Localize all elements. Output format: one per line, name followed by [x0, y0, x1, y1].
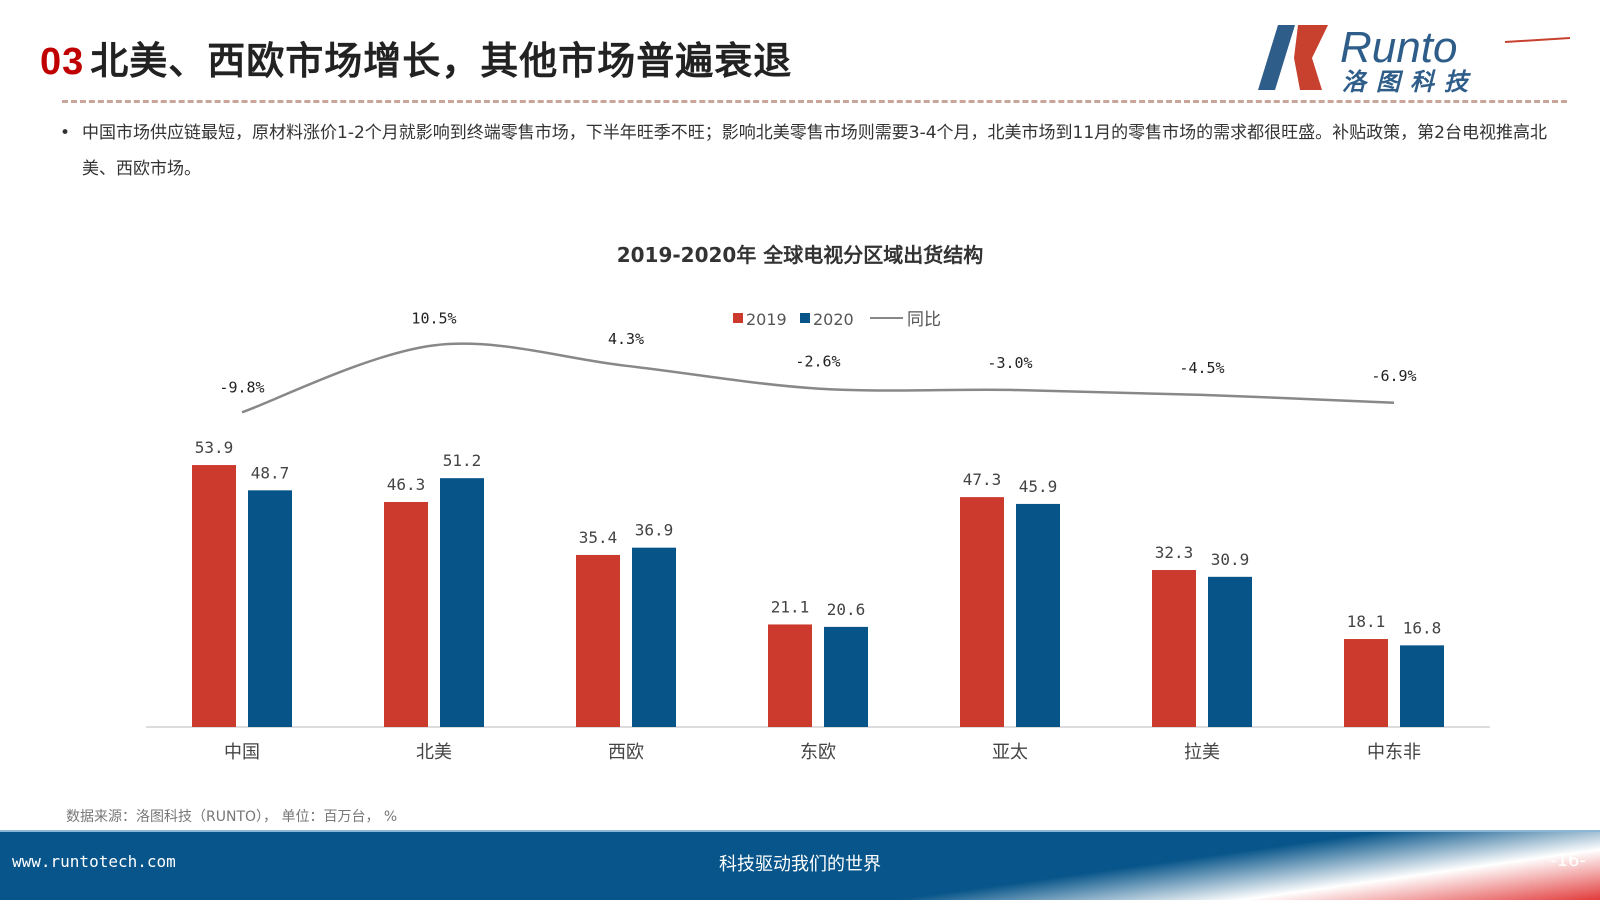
value-label: 30.9	[1211, 550, 1250, 569]
yoy-label: -6.9%	[1371, 367, 1416, 385]
svg-text:洛图科技: 洛图科技	[1342, 68, 1478, 95]
value-label: 45.9	[1019, 477, 1058, 496]
value-label: 36.9	[635, 521, 674, 540]
source-note: 数据来源：洛图科技（RUNTO）， 单位：百万台， %	[66, 809, 398, 825]
bar-2019-4	[960, 497, 1004, 727]
footer: www.runtotech.com 科技驱动我们的世界 -16-	[0, 830, 1600, 900]
value-label: 48.7	[251, 463, 290, 482]
legend-swatch-2019	[733, 313, 743, 323]
category-label: 西欧	[608, 742, 644, 763]
category-label: 东欧	[800, 742, 836, 763]
value-label: 47.3	[963, 470, 1002, 489]
category-label: 中东非	[1367, 742, 1421, 763]
category-label: 北美	[416, 742, 452, 763]
bar-2019-1	[384, 501, 428, 727]
bar-2019-6	[1344, 639, 1388, 727]
bar-2020-4	[1016, 503, 1060, 727]
bar-2020-5	[1208, 576, 1252, 727]
footer-url[interactable]: www.runtotech.com	[12, 852, 176, 871]
value-label: 32.3	[1155, 543, 1194, 562]
footer-slogan: 科技驱动我们的世界	[719, 854, 881, 875]
bar-2020-3	[824, 626, 868, 727]
legend-swatch-2020	[800, 313, 810, 323]
chart: 2019-2020年 全球电视分区域出货结构 2019 2020 同比 53.9…	[146, 243, 1490, 763]
bullet-text: 中国市场供应链最短，原材料涨价1-2个月就影响到终端零售市场，下半年旺季不旺；影…	[60, 115, 1560, 187]
legend: 2019 2020 同比	[733, 310, 941, 330]
yoy-label: -3.0%	[987, 354, 1032, 372]
yoy-label: -9.8%	[219, 378, 264, 396]
chart-title: 2019-2020年 全球电视分区域出货结构	[617, 243, 984, 267]
category-label: 亚太	[992, 742, 1028, 763]
runto-logo: Runto 洛图科技	[1258, 23, 1570, 95]
legend-label-yoy: 同比	[907, 310, 941, 330]
value-label: 53.9	[195, 438, 234, 457]
legend-label-2020: 2020	[813, 310, 854, 329]
bar-2019-3	[768, 624, 812, 727]
value-label: 21.1	[771, 597, 810, 616]
bar-2020-0	[248, 490, 292, 727]
svg-text:Runto: Runto	[1340, 23, 1457, 72]
bar-2019-5	[1152, 570, 1196, 727]
value-label: 20.6	[827, 600, 866, 619]
title-text: 北美、西欧市场增长，其他市场普遍衰退	[90, 39, 793, 83]
category-label: 拉美	[1184, 742, 1220, 763]
value-label: 51.2	[443, 451, 482, 470]
section-number: 03	[40, 41, 85, 83]
bar-2020-6	[1400, 645, 1444, 727]
yoy-label: 4.3%	[608, 330, 644, 348]
bar-2019-2	[576, 554, 620, 727]
yoy-line	[241, 342, 1395, 414]
yoy-label: 10.5%	[411, 309, 456, 327]
value-label: 46.3	[387, 475, 426, 494]
page-title: 03 北美、西欧市场增长，其他市场普遍衰退	[40, 30, 792, 85]
category-label: 中国	[224, 742, 260, 763]
header-divider	[62, 100, 1567, 103]
yoy-label: -2.6%	[795, 353, 840, 371]
page-number: -16-	[1550, 850, 1586, 871]
legend-label-2019: 2019	[746, 310, 787, 329]
footer-decoration	[800, 832, 1600, 900]
value-label: 16.8	[1403, 618, 1442, 637]
value-label: 35.4	[579, 528, 618, 547]
bar-2020-1	[440, 478, 484, 727]
value-label: 18.1	[1347, 612, 1386, 631]
yoy-label: -4.5%	[1179, 359, 1224, 377]
bar-2020-2	[632, 547, 676, 727]
bar-2019-0	[192, 465, 236, 727]
